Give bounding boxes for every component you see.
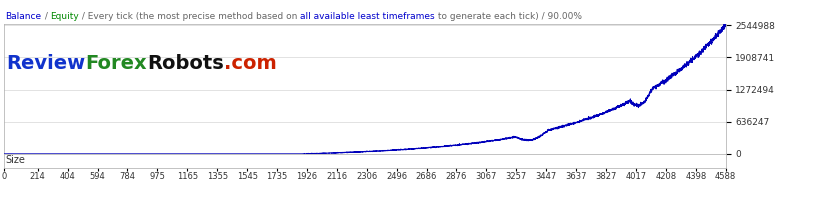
Text: / Every tick (the most precise method based on: / Every tick (the most precise method ba… — [79, 12, 300, 21]
Text: Robots: Robots — [147, 54, 224, 73]
Text: Balance: Balance — [6, 12, 42, 21]
Text: Forex: Forex — [85, 54, 147, 73]
Text: Size: Size — [6, 155, 25, 165]
Text: to generate each tick) / 90.00%: to generate each tick) / 90.00% — [435, 12, 581, 21]
Text: /: / — [42, 12, 50, 21]
Text: Equity: Equity — [50, 12, 79, 21]
Text: all available least timeframes: all available least timeframes — [300, 12, 435, 21]
Text: Review: Review — [7, 54, 85, 73]
Text: .com: .com — [224, 54, 276, 73]
